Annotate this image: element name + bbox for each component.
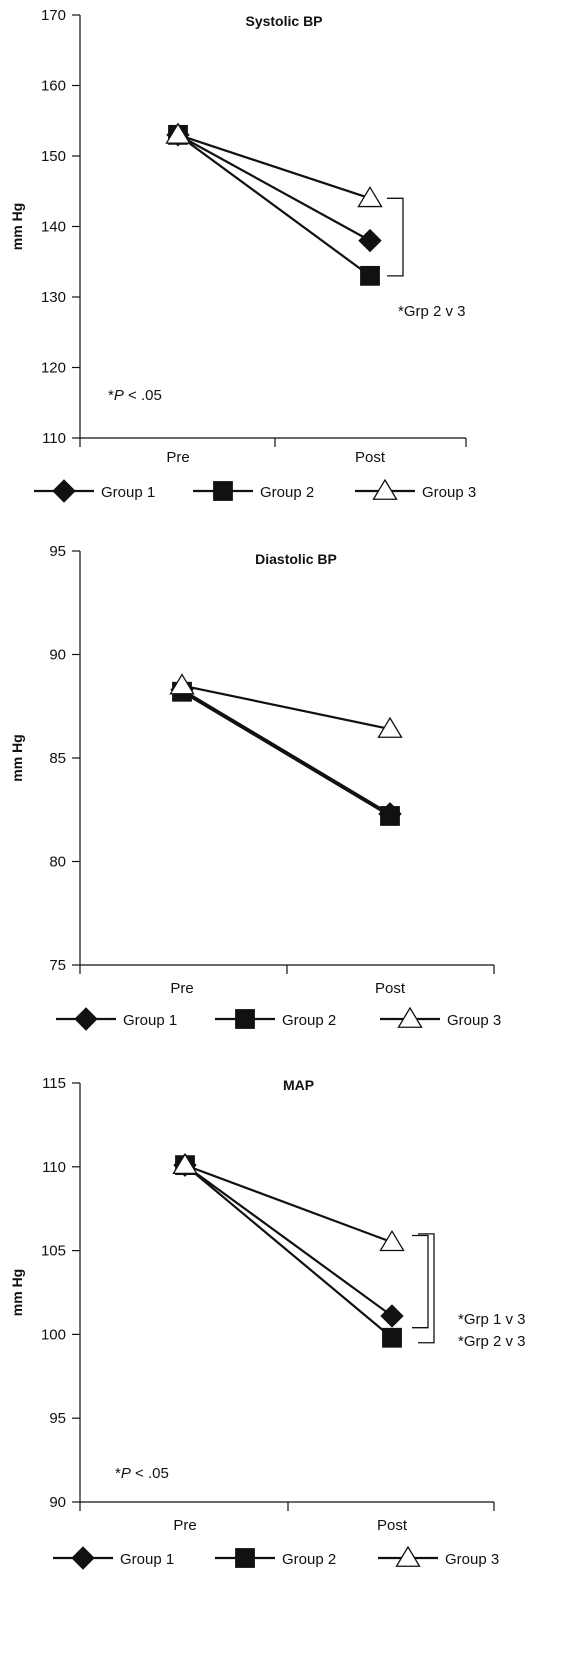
legend-item: Group 2 — [193, 481, 314, 501]
chart-title: Systolic BP — [245, 13, 322, 29]
legend-marker — [397, 1006, 423, 1028]
x-category-label: Post — [355, 449, 386, 466]
legend-label: Group 2 — [282, 1551, 336, 1568]
significance-label: *Grp 2 v 3 — [458, 1333, 526, 1350]
y-tick-label: 130 — [41, 289, 66, 306]
legend-item: Group 3 — [355, 478, 476, 501]
series-line-group-3 — [181, 684, 391, 731]
legend-marker — [372, 478, 398, 500]
legend-marker — [395, 1545, 421, 1567]
data-point-group-1 — [378, 802, 402, 826]
legend-marker — [52, 479, 76, 503]
series-line-group-2 — [181, 690, 391, 817]
legend-label: Group 3 — [445, 1551, 499, 1568]
legend-marker — [74, 1007, 98, 1031]
y-axis-label: mm Hg — [9, 734, 25, 781]
chart-title: MAP — [283, 1077, 314, 1093]
y-tick-label: 100 — [41, 1326, 66, 1343]
y-tick-label: 95 — [49, 543, 66, 560]
x-category-label: Pre — [170, 980, 193, 997]
data-point-group-1 — [358, 228, 382, 253]
legend-label: Group 2 — [282, 1012, 336, 1029]
y-tick-label: 170 — [41, 7, 66, 24]
series-line-group-3 — [177, 133, 371, 200]
legend-marker — [235, 1009, 255, 1029]
chart-panel-1: 110 120 130 140 150 160 170 Pre Post Systolic BP m… — [9, 7, 476, 503]
y-tick-label: 120 — [41, 360, 66, 377]
data-point-group-2 — [360, 265, 380, 286]
y-tick-label: 140 — [41, 219, 66, 236]
series-line-group-1 — [177, 133, 371, 242]
data-point-group-3 — [379, 1229, 405, 1252]
y-tick-label: 110 — [42, 430, 66, 447]
legend-marker — [71, 1546, 95, 1570]
y-tick-label: 85 — [49, 750, 66, 767]
series-line-group-3 — [184, 1164, 393, 1244]
x-category-label: Pre — [173, 1517, 196, 1534]
legend-label: Group 3 — [422, 484, 476, 501]
legend-marker — [235, 1548, 255, 1568]
legend-label: Group 1 — [101, 484, 155, 501]
p-value-note: *P < .05 — [108, 387, 162, 404]
legend-item: Group 2 — [215, 1009, 336, 1029]
y-tick-label: 95 — [49, 1410, 66, 1427]
x-category-label: Pre — [166, 449, 189, 466]
x-category-label: Post — [377, 1517, 408, 1534]
data-point-group-1 — [380, 1304, 404, 1328]
legend-label: Group 1 — [120, 1551, 174, 1568]
y-tick-label: 160 — [41, 78, 66, 95]
significance-bracket — [412, 1234, 429, 1329]
y-axis-label: mm Hg — [9, 203, 25, 250]
y-tick-label: 75 — [49, 957, 66, 974]
legend-item: Group 2 — [215, 1548, 336, 1568]
y-axis-label: mm Hg — [9, 1269, 25, 1316]
y-tick-label: 80 — [49, 854, 66, 871]
y-tick-label: 90 — [49, 1494, 66, 1511]
series-line-group-1 — [184, 1164, 393, 1317]
significance-bracket — [387, 197, 404, 277]
significance-label: *Grp 2 v 3 — [398, 303, 466, 320]
data-point-group-3 — [172, 1152, 198, 1175]
legend-item: Group 3 — [378, 1545, 499, 1568]
p-value-note: *P < .05 — [115, 1465, 169, 1482]
y-tick-label: 90 — [49, 647, 66, 664]
data-point-group-2 — [382, 1327, 402, 1348]
chart-panel-3: 90 95 100 105 110 115 Pre Post MAP mm Hg *Grp 1 v … — [9, 1075, 526, 1570]
series-line-group-1 — [181, 688, 391, 815]
data-point-group-3 — [169, 673, 195, 695]
y-tick-label: 115 — [42, 1075, 66, 1092]
legend-marker — [213, 481, 233, 501]
significance-label: *Grp 1 v 3 — [458, 1311, 526, 1328]
x-category-label: Post — [375, 980, 406, 997]
significance-bracket — [418, 1233, 435, 1344]
legend-item: Group 1 — [56, 1007, 177, 1031]
y-tick-label: 110 — [42, 1159, 66, 1176]
y-tick-label: 150 — [41, 148, 66, 165]
data-point-group-3 — [165, 122, 191, 144]
legend-label: Group 1 — [123, 1012, 177, 1029]
legend-item: Group 3 — [380, 1006, 501, 1029]
chart-title: Diastolic BP — [255, 551, 337, 567]
legend-item: Group 1 — [34, 479, 155, 503]
legend-item: Group 1 — [53, 1546, 174, 1570]
series-line-group-2 — [177, 133, 371, 277]
y-tick-label: 105 — [41, 1243, 66, 1260]
data-point-group-3 — [357, 186, 383, 208]
legend-label: Group 3 — [447, 1012, 501, 1029]
series-line-group-2 — [184, 1164, 393, 1339]
chart-panel-2: 75 80 85 90 95 Pre Post Diastolic BP mm Hg Group … — [9, 543, 501, 1031]
legend-label: Group 2 — [260, 484, 314, 501]
data-point-group-3 — [377, 716, 403, 738]
